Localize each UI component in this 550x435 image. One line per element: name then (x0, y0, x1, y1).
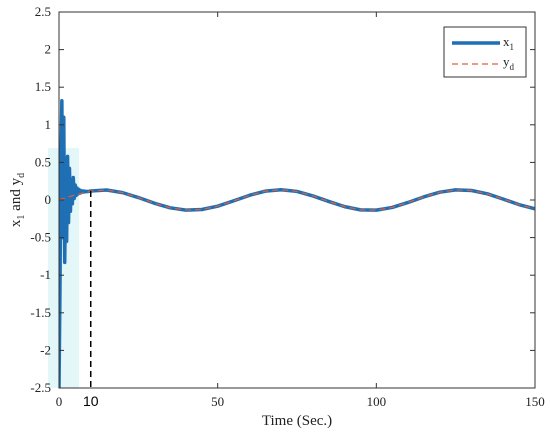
y-axis-title-sub-2: d (16, 173, 27, 178)
y-tick-label: 1.5 (35, 79, 51, 94)
y-axis-title: x1 and yd (8, 173, 27, 227)
y-tick-label: 2.5 (35, 4, 51, 19)
legend-yd-label: yd (503, 54, 515, 72)
y-tick-label: 0 (45, 192, 52, 207)
y-tick-label: -2.5 (30, 380, 51, 395)
series-x1-line (59, 98, 535, 388)
y-tick-label: 2 (45, 42, 52, 57)
x-tick-label: 100 (367, 394, 387, 409)
legend-x1-main: x (503, 34, 510, 49)
y-tick-label: -1 (40, 267, 51, 282)
y-tick-label: -1.5 (30, 305, 51, 320)
series-yd-line (59, 189, 535, 211)
x-tick-label: 150 (525, 394, 545, 409)
legend-yd-sub: d (510, 62, 515, 72)
legend-x1-sub: 1 (510, 42, 515, 52)
legend-yd-main: y (503, 54, 510, 69)
annotation-label: 10 (83, 393, 99, 409)
y-axis-title-main-2: and y (8, 177, 24, 214)
x-axis-title: Time (Sec.) (262, 413, 332, 429)
y-axis-title-main-1: x (8, 219, 24, 227)
legend: x1 yd (443, 26, 527, 78)
y-tick-label: -0.5 (30, 230, 51, 245)
x-tick-label: 0 (56, 394, 63, 409)
y-tick-label: 0.5 (35, 154, 51, 169)
legend-x1-label: x1 (503, 34, 514, 52)
legend-box (443, 26, 527, 78)
y-tick-label: 1 (45, 117, 52, 132)
x-tick-label: 50 (211, 394, 224, 409)
y-axis-title-sub-1: 1 (16, 215, 27, 220)
y-tick-label: -2 (40, 342, 51, 357)
